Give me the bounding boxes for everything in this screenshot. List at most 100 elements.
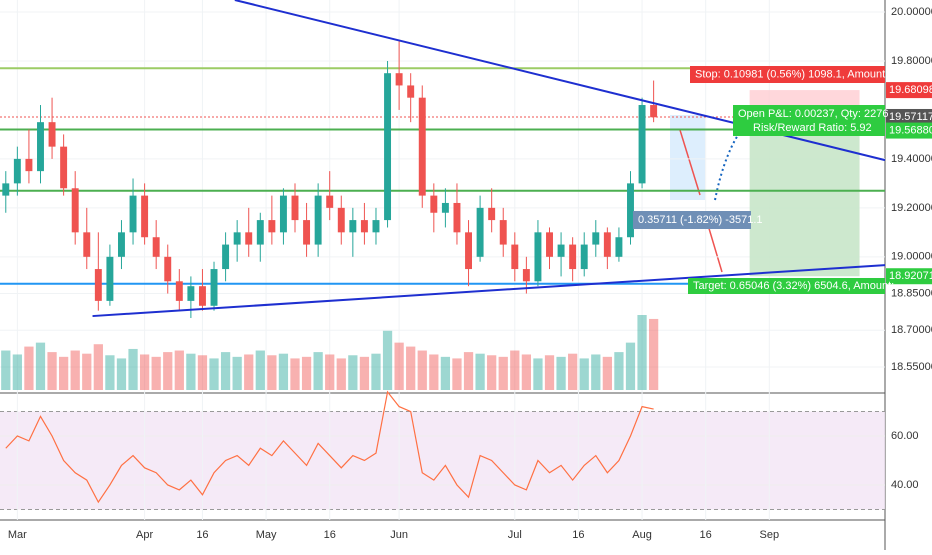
y-tick-label: 18.85000 — [891, 287, 932, 299]
volume-bar — [591, 354, 601, 390]
projection-dotted — [714, 124, 746, 201]
y-tick-label: 18.70000 — [891, 324, 932, 336]
x-tick-label: Aug — [632, 529, 652, 541]
y-tick-label: 20.00000 — [891, 6, 932, 18]
volume-bar — [510, 350, 520, 390]
candle-body — [384, 73, 392, 221]
volume-bar — [232, 356, 242, 390]
candle-body — [580, 244, 588, 270]
candle-body — [326, 195, 334, 208]
y-tick-label: 19.80000 — [891, 55, 932, 67]
x-tick-label: May — [256, 529, 277, 541]
candle-body — [37, 122, 44, 172]
stop-label: Stop: 0.10981 (0.56%) 1098.1, Amount: — [695, 68, 888, 80]
candle-body — [198, 286, 206, 306]
candle-body — [488, 207, 496, 221]
candle-body — [164, 256, 172, 282]
candle-body — [13, 158, 21, 184]
candle-body — [534, 232, 542, 282]
x-tick-label: Mar — [8, 529, 27, 541]
volume-bar — [568, 353, 578, 390]
candle-body — [187, 286, 195, 301]
loss-label-bg — [633, 211, 751, 229]
rsi-tick-label: 40.00 — [891, 479, 919, 491]
candle-body — [418, 97, 426, 196]
volume-bar — [70, 350, 80, 390]
volume-bar — [487, 355, 497, 390]
volume-bar — [290, 358, 300, 390]
x-tick-label: Jun — [390, 529, 408, 541]
volume-bar — [82, 353, 92, 390]
candle-body — [118, 232, 125, 257]
volume-bar — [544, 355, 555, 390]
candle-body — [615, 237, 623, 257]
volume-bar — [498, 356, 508, 390]
volume-bar — [579, 358, 589, 390]
candle-body — [592, 232, 600, 245]
rsi-band-fill — [0, 411, 885, 510]
volume-bar — [151, 356, 161, 390]
candle-body — [650, 105, 658, 118]
candle-body — [465, 232, 472, 270]
candle-body — [71, 188, 79, 233]
candle-body — [511, 244, 519, 270]
candle-body — [222, 244, 230, 270]
volume-bar — [163, 352, 173, 390]
volume-bar — [1, 350, 11, 390]
candle-body — [129, 195, 137, 233]
volume-bar — [186, 353, 196, 390]
volume-bar — [371, 353, 381, 390]
volume-bar — [197, 355, 208, 390]
rr-label: Risk/Reward Ratio: 5.92 — [753, 122, 872, 134]
candle-body — [627, 183, 634, 238]
stop-label-bg — [690, 66, 885, 83]
loss-label: 0.35711 (-1.82%) -3571.1 — [638, 214, 763, 226]
volume-bar — [637, 315, 647, 390]
volume-bar — [382, 330, 393, 390]
candle-body — [279, 195, 287, 233]
candle-body — [60, 146, 68, 189]
volume-bar — [348, 355, 358, 390]
projection-box — [670, 115, 705, 200]
pnl-label: Open P&L: 0.00237, Qty: 2276 — [738, 108, 888, 120]
candle-body — [245, 232, 253, 245]
x-tick-label: 16 — [572, 529, 584, 541]
projection-arrow — [679, 129, 701, 196]
volume-bar — [533, 358, 543, 390]
volume-bar — [417, 350, 427, 390]
price-label: 19.57117 — [889, 111, 932, 123]
y-tick-label: 19.00000 — [891, 251, 932, 263]
candle-body — [476, 207, 484, 257]
candle-body — [407, 85, 415, 98]
candle-body — [557, 244, 565, 257]
candle-body — [441, 202, 449, 213]
price-label: 19.68098 — [889, 84, 932, 96]
volume-bar — [24, 346, 34, 390]
volume-bar — [116, 358, 127, 390]
volume-bar — [625, 342, 636, 390]
candle-body — [337, 207, 345, 233]
trendline — [92, 264, 886, 318]
candle-body — [349, 220, 357, 233]
candle-body — [268, 220, 276, 233]
candle-body — [256, 220, 264, 245]
candle-body — [546, 232, 553, 257]
volume-bar — [556, 356, 566, 390]
candle-body — [360, 220, 368, 233]
volume-bar — [429, 354, 439, 390]
volume-bar — [128, 348, 138, 390]
candle-body — [141, 195, 149, 238]
target-label-bg — [688, 278, 885, 294]
volume-bar — [614, 352, 624, 390]
x-tick-label: 16 — [324, 529, 336, 541]
candle-body — [372, 220, 380, 233]
candle-body — [175, 281, 183, 301]
candle-body — [603, 232, 611, 257]
rsi-tick-label: 60.00 — [891, 430, 919, 442]
volume-bar — [209, 358, 219, 390]
candle-body — [522, 269, 530, 282]
candle-body — [453, 202, 461, 233]
candle-body — [48, 122, 56, 147]
volume-bar — [463, 352, 474, 390]
